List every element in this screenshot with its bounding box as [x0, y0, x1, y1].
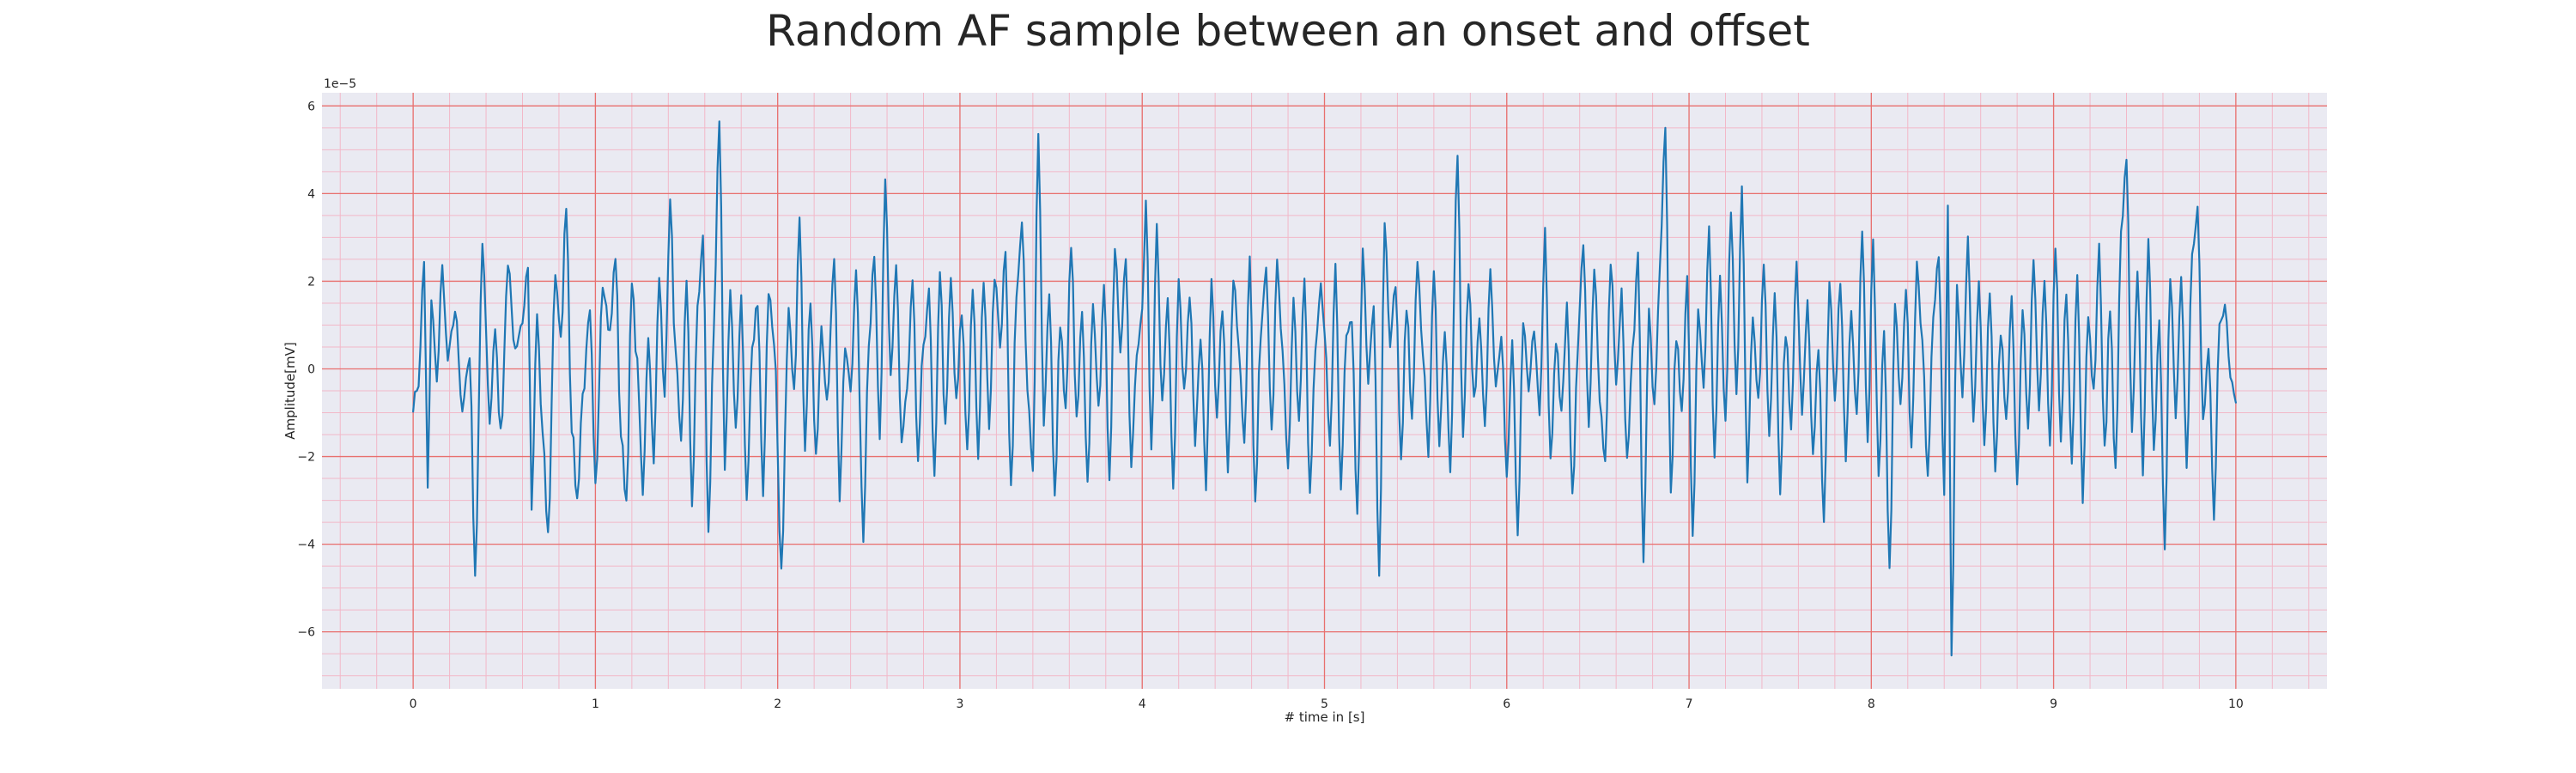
series-line — [412, 120, 2237, 657]
x-axis-label: # time in [s] — [1285, 709, 1365, 725]
x-tick-label: 5 — [1321, 697, 1328, 711]
x-tick-label: 2 — [774, 697, 781, 711]
y-tick-label: 6 — [307, 100, 315, 113]
y-tick-label: −4 — [297, 539, 315, 552]
x-tick-label: 7 — [1686, 697, 1693, 711]
x-tick-label: 3 — [956, 697, 963, 711]
x-tick-label: 9 — [2050, 697, 2057, 711]
y-axis-label: Amplitude[mV] — [283, 342, 298, 439]
x-tick-label: 8 — [1868, 697, 1875, 711]
x-tick-label: 0 — [410, 697, 417, 711]
y-axis-ticks: −6 −4 −2 0 2 4 6 — [297, 100, 315, 639]
x-axis-ticks: 0 1 2 3 4 5 6 7 8 9 10 — [410, 697, 2244, 711]
y-tick-label: −6 — [297, 626, 315, 640]
y-tick-label: 4 — [307, 187, 315, 201]
x-tick-label: 4 — [1139, 697, 1146, 711]
y-tick-label: 0 — [307, 362, 315, 376]
x-tick-label: 6 — [1503, 697, 1510, 711]
x-tick-label: 10 — [2228, 697, 2244, 711]
x-tick-label: 1 — [592, 697, 599, 711]
y-tick-label: 2 — [307, 275, 315, 289]
y-offset-label: 1e−5 — [324, 77, 356, 91]
y-tick-label: −2 — [297, 451, 315, 465]
chart-title: Random AF sample between an onset and of… — [766, 6, 1810, 56]
